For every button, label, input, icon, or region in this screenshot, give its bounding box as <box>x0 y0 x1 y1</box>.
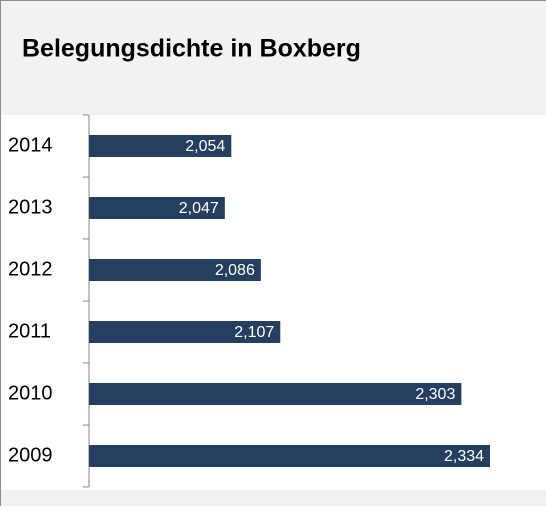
value-label: 2,047 <box>179 200 219 217</box>
y-tick-label: 2011 <box>8 320 51 342</box>
bar <box>89 445 490 467</box>
y-tick-label: 2012 <box>8 258 53 280</box>
value-label: 2,107 <box>234 324 274 341</box>
value-label: 2,086 <box>215 262 255 279</box>
y-tick-label: 2010 <box>8 382 53 404</box>
y-tick-label: 2014 <box>8 134 53 156</box>
value-label: 2,334 <box>444 448 484 465</box>
plot-area <box>1 115 546 490</box>
value-label: 2,303 <box>415 386 455 403</box>
bar <box>89 383 461 405</box>
y-tick-label: 2009 <box>8 444 53 466</box>
chart-title: Belegungsdichte in Boxberg <box>22 35 361 63</box>
y-tick-label: 2013 <box>8 196 53 218</box>
value-label: 2,054 <box>185 138 225 155</box>
